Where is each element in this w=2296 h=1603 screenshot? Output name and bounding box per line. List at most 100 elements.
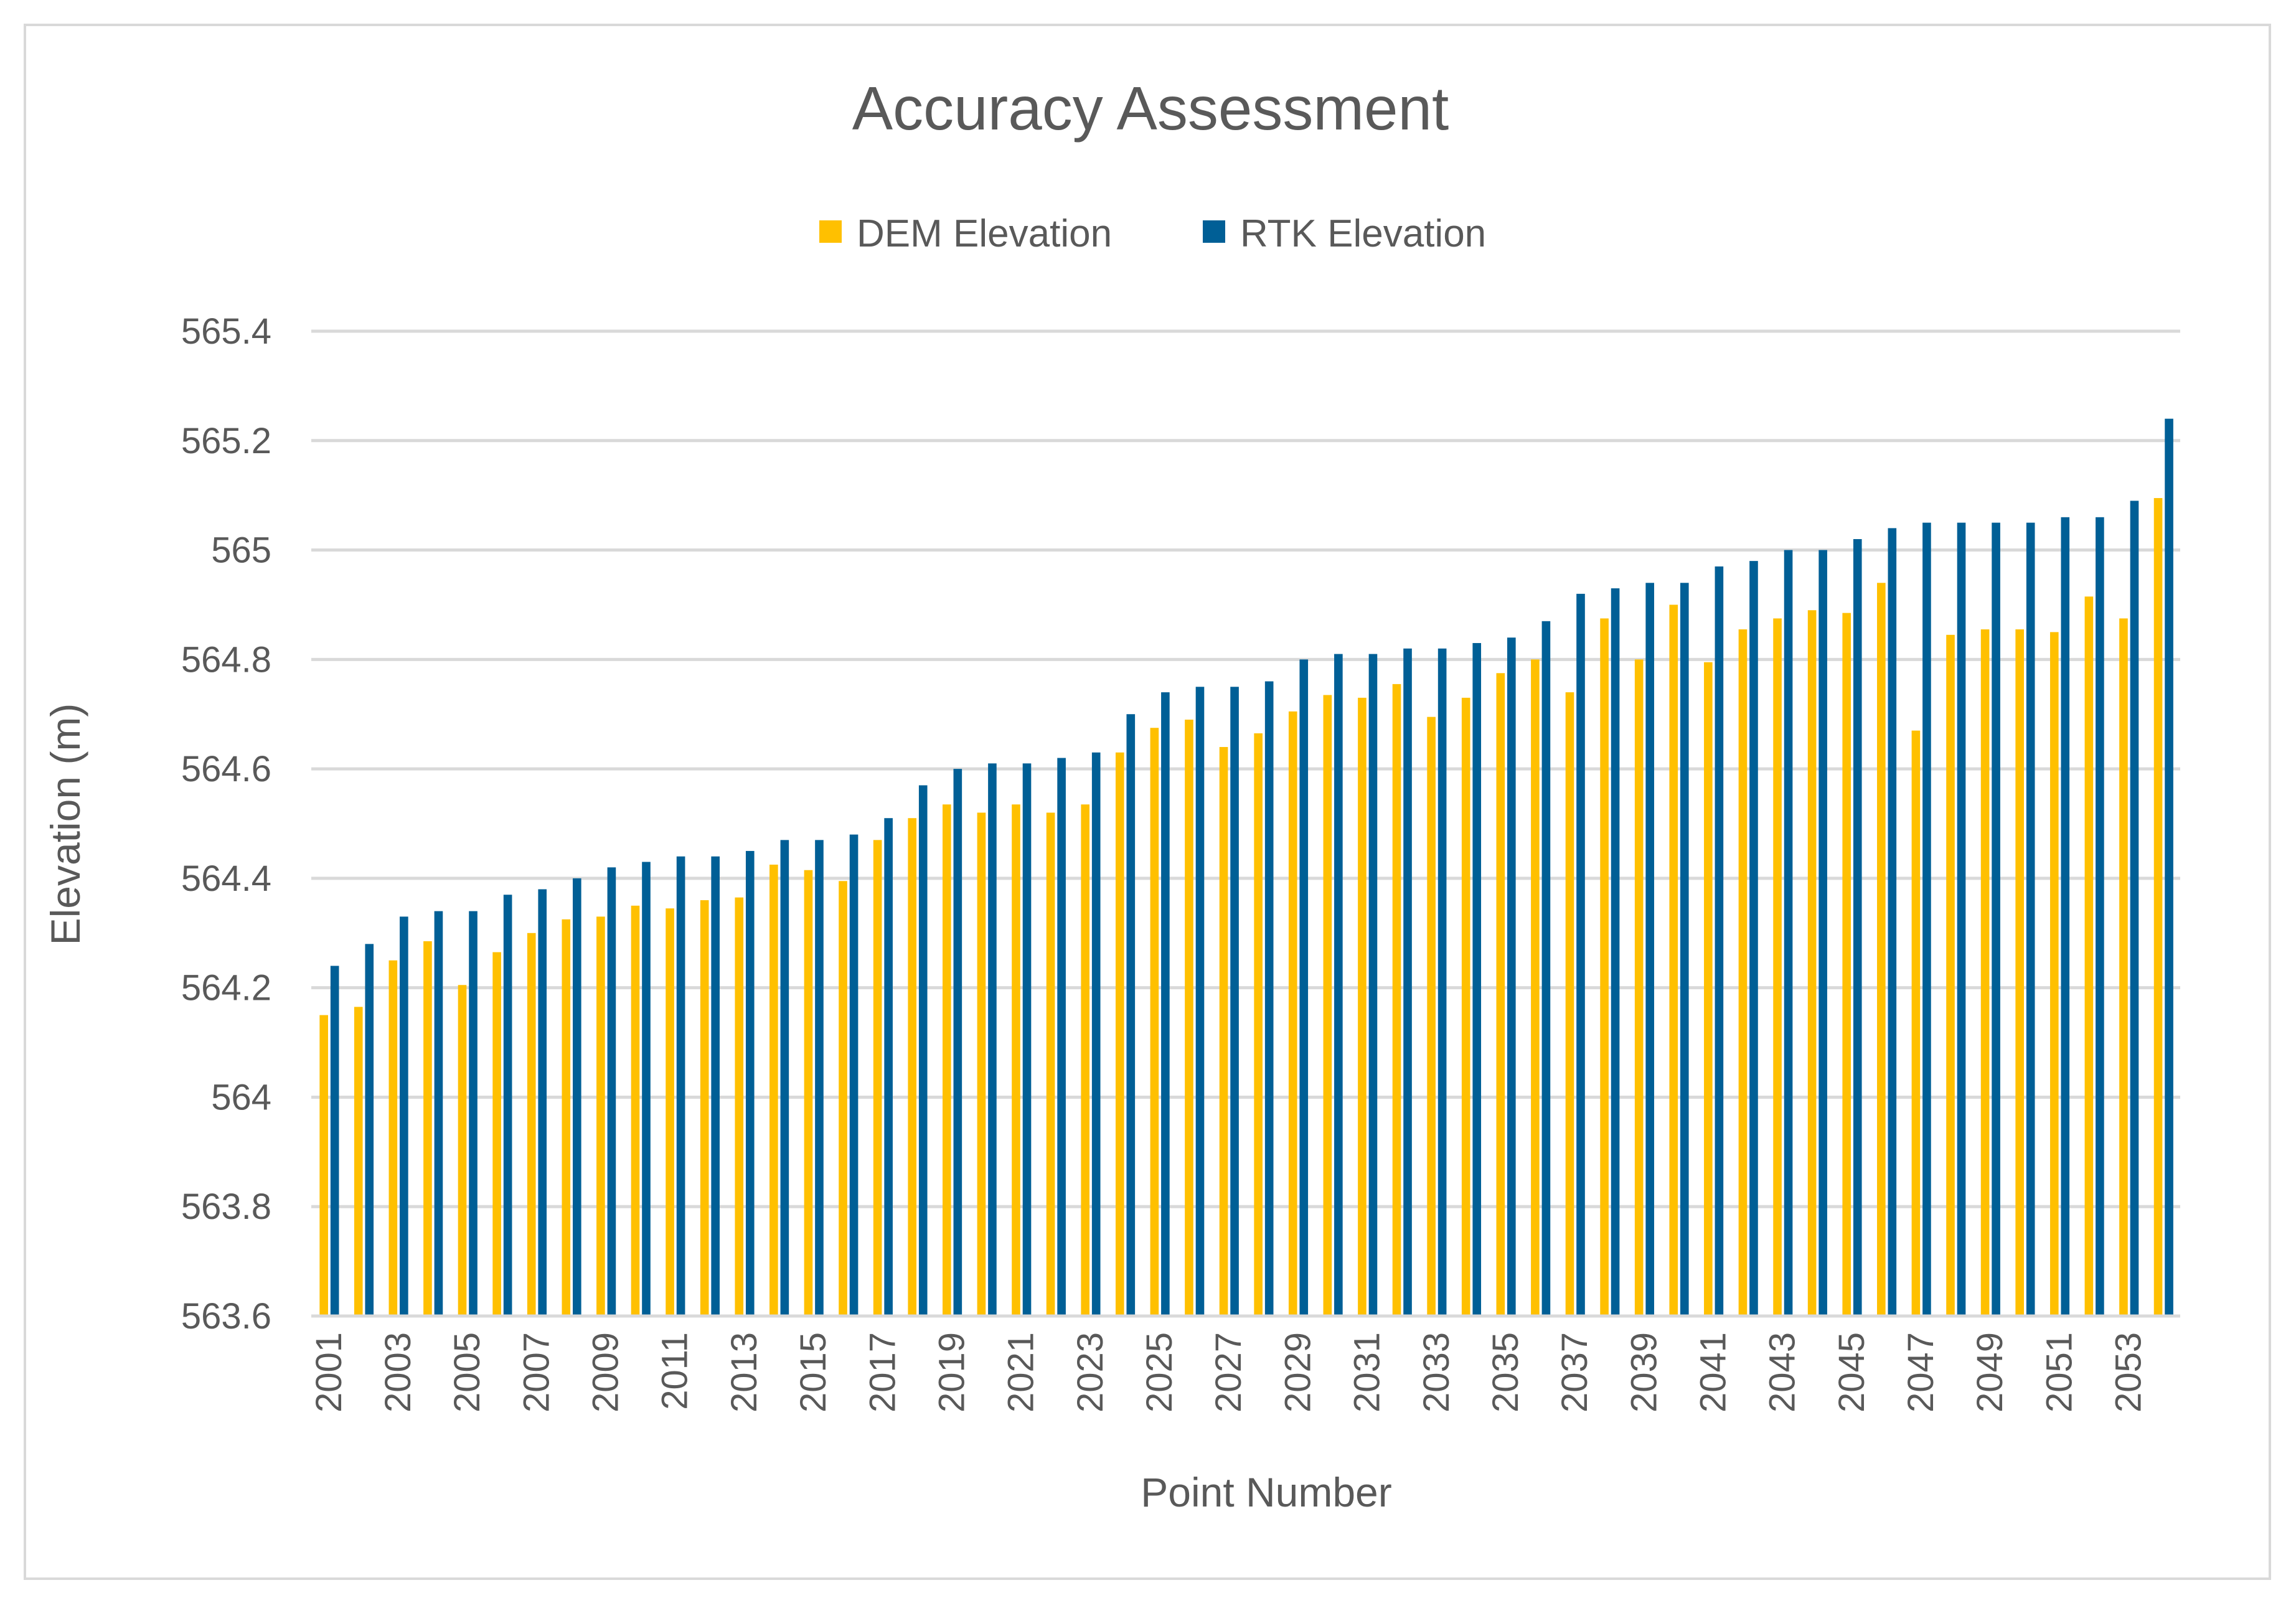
- bar-rtk-2038: [1611, 588, 1620, 1316]
- bar-dem-2042: [1738, 629, 1748, 1317]
- legend-label-rtk: RTK Elevation: [1240, 212, 1486, 255]
- x-tick-label: 2029: [1277, 1332, 1318, 1413]
- x-tick-label: 2041: [1693, 1332, 1734, 1413]
- bar-dem-2018: [908, 818, 917, 1316]
- y-tick-label: 564: [211, 1077, 271, 1117]
- bar-rtk-2006: [503, 895, 512, 1316]
- bar-rtk-2034: [1472, 642, 1482, 1316]
- x-tick-label: 2035: [1485, 1332, 1526, 1413]
- bar-rtk-2013: [745, 850, 755, 1316]
- bar-rtk-2036: [1541, 621, 1551, 1317]
- bar-rtk-2003: [400, 916, 408, 1316]
- bar-dem-2037: [1565, 692, 1574, 1316]
- bar-dem-2049: [1980, 629, 1990, 1317]
- x-tick-label: 2043: [1762, 1332, 1803, 1413]
- bar-dem-2035: [1496, 673, 1505, 1316]
- x-tick-label: 2039: [1624, 1332, 1664, 1413]
- bar-rtk-2052: [2096, 517, 2104, 1316]
- bar-rtk-2004: [434, 911, 443, 1316]
- bar-rtk-2012: [711, 856, 720, 1316]
- bar-rtk-2017: [884, 818, 893, 1316]
- x-tick-label: 2021: [1001, 1332, 1042, 1413]
- bar-rtk-2002: [365, 944, 374, 1316]
- bar-dem-2009: [596, 916, 605, 1316]
- x-tick-label: 2031: [1347, 1332, 1388, 1413]
- bar-dem-2043: [1773, 618, 1782, 1316]
- bar-dem-2034: [1461, 697, 1470, 1316]
- bar-rtk-2037: [1576, 593, 1585, 1316]
- bar-rtk-2010: [642, 862, 651, 1316]
- x-axis-ticks: 2001 2003 2005 2007 2009 2011 2013 2015 2017 2019…: [309, 1332, 2149, 1413]
- bar-rtk-2011: [676, 856, 685, 1316]
- gridlines: [311, 329, 2180, 1208]
- x-tick-label: 2009: [586, 1332, 626, 1413]
- bar-rtk-2053: [2130, 501, 2139, 1316]
- y-tick-label: 563.8: [181, 1187, 271, 1227]
- bar-dem-2052: [2084, 596, 2094, 1316]
- bar-rtk-2047: [1922, 522, 1931, 1316]
- bar-rtk-2039: [1645, 583, 1654, 1317]
- x-tick-label: 2007: [516, 1332, 557, 1413]
- bar-rtk-2007: [538, 889, 547, 1316]
- bar-dem-2017: [873, 840, 882, 1316]
- bar-dem-2053: [2119, 618, 2128, 1316]
- bar-dem-2045: [1842, 613, 1851, 1316]
- bar-rtk-2025: [1161, 692, 1170, 1316]
- bar-rtk-2018: [918, 785, 928, 1316]
- bar-dem-2040: [1669, 604, 1678, 1316]
- bar-dem-2014: [769, 864, 778, 1316]
- bar-dem-2050: [2015, 629, 2024, 1317]
- bar-dem-2013: [735, 897, 744, 1316]
- bar-dem-2025: [1150, 728, 1159, 1316]
- bar-dem-2004: [423, 941, 432, 1316]
- legend-swatch-dem: [819, 220, 842, 243]
- bar-rtk-2029: [1299, 659, 1309, 1316]
- bar-dem-2010: [631, 905, 640, 1316]
- bar-rtk-2031: [1368, 654, 1378, 1316]
- x-tick-label: 2005: [447, 1332, 487, 1413]
- bar-dem-2030: [1323, 695, 1332, 1316]
- x-tick-label: 2037: [1555, 1332, 1595, 1413]
- bar-dem-2011: [666, 908, 674, 1316]
- bar-dem-2029: [1288, 711, 1297, 1316]
- bar-rtk-2043: [1784, 550, 1793, 1316]
- bar-dem-2006: [492, 952, 501, 1316]
- x-tick-label: 2019: [931, 1332, 972, 1413]
- bar-dem-2019: [943, 804, 951, 1316]
- bar-dem-2028: [1254, 733, 1263, 1316]
- x-tick-label: 2011: [655, 1332, 695, 1410]
- bar-dem-2015: [804, 870, 813, 1316]
- y-axis-title: Elevation (m): [42, 703, 88, 946]
- x-axis-title: Point Number: [1141, 1469, 1392, 1515]
- bar-rtk-2022: [1057, 758, 1066, 1316]
- bar-rtk-2008: [573, 878, 581, 1316]
- bar-dem-2039: [1634, 659, 1644, 1316]
- bar-rtk-2046: [1888, 528, 1897, 1316]
- bar-rtk-2041: [1715, 566, 1724, 1316]
- x-tick-label: 2049: [1970, 1332, 2010, 1413]
- bar-rtk-2044: [1818, 550, 1827, 1316]
- bar-dem-2001: [319, 1015, 328, 1316]
- bar-dem-2016: [839, 881, 847, 1316]
- bar-dem-2021: [1012, 804, 1020, 1316]
- bar-rtk-2014: [780, 840, 789, 1316]
- x-tick-label: 2053: [2109, 1332, 2149, 1413]
- bar-rtk-2045: [1853, 538, 1862, 1316]
- bar-dem-2051: [2049, 632, 2059, 1316]
- x-tick-label: 2003: [378, 1332, 418, 1413]
- bar-dem-2047: [1911, 730, 1921, 1316]
- bar-rtk-2030: [1334, 654, 1343, 1316]
- y-tick-label: 565.2: [181, 421, 271, 461]
- bar-rtk-2020: [988, 763, 997, 1316]
- bar-dem-2041: [1704, 662, 1713, 1316]
- bar-dem-2036: [1531, 659, 1540, 1316]
- chart-title: Accuracy Assessment: [852, 74, 1449, 143]
- y-tick-label: 564.8: [181, 639, 271, 680]
- x-tick-label: 2051: [2039, 1332, 2079, 1413]
- bar-rtk-2040: [1680, 583, 1689, 1317]
- bar-rtk-2051: [2061, 517, 2070, 1316]
- bar-rtk-2015: [815, 840, 824, 1316]
- bar-rtk-2054: [2165, 418, 2173, 1316]
- bar-rtk-2035: [1507, 637, 1516, 1316]
